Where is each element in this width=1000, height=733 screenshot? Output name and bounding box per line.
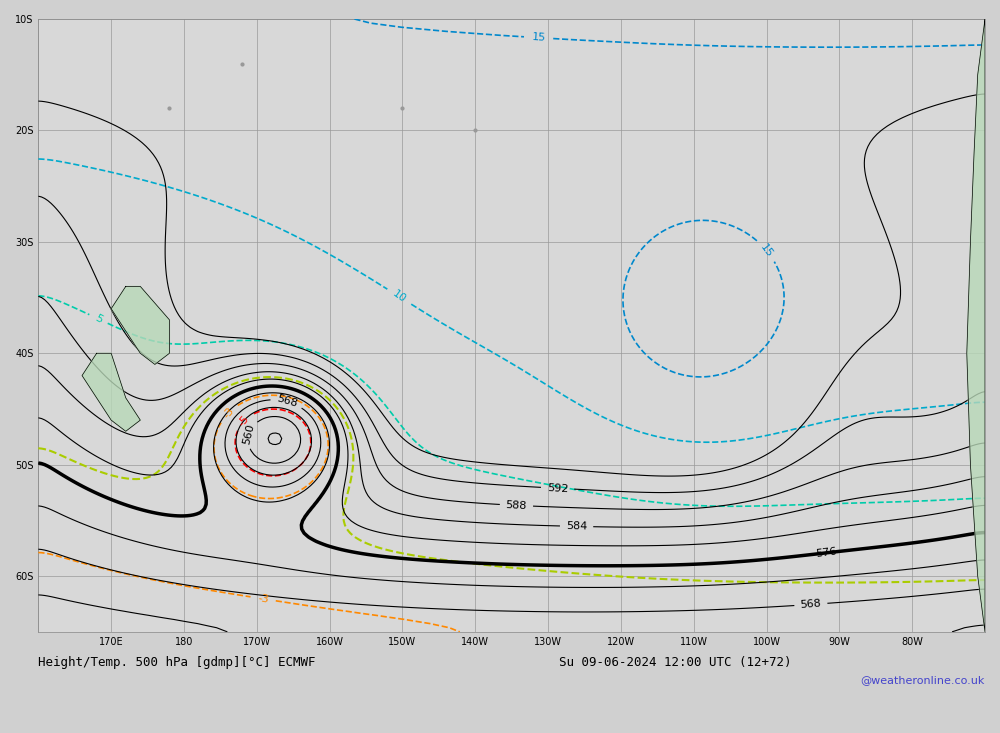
- Text: -3: -3: [221, 406, 236, 421]
- Polygon shape: [82, 353, 140, 431]
- Text: 588: 588: [506, 500, 527, 511]
- Polygon shape: [967, 19, 985, 632]
- Text: 15: 15: [531, 32, 546, 43]
- Text: 568: 568: [275, 394, 298, 409]
- Text: @weatheronline.co.uk: @weatheronline.co.uk: [861, 675, 985, 685]
- Text: -3: -3: [257, 593, 269, 605]
- Text: 568: 568: [800, 599, 822, 611]
- Text: 560: 560: [242, 423, 256, 446]
- Text: 576: 576: [816, 547, 838, 559]
- Text: -5: -5: [237, 413, 252, 429]
- Text: Su 09-06-2024 12:00 UTC (12+72): Su 09-06-2024 12:00 UTC (12+72): [559, 656, 792, 669]
- Text: 15: 15: [758, 242, 775, 259]
- Text: 5: 5: [93, 313, 104, 325]
- Text: 584: 584: [566, 521, 587, 531]
- Text: 10: 10: [391, 289, 408, 305]
- Text: Height/Temp. 500 hPa [gdmp][°C] ECMWF: Height/Temp. 500 hPa [gdmp][°C] ECMWF: [38, 656, 316, 669]
- Text: 592: 592: [547, 482, 568, 494]
- Polygon shape: [111, 287, 169, 364]
